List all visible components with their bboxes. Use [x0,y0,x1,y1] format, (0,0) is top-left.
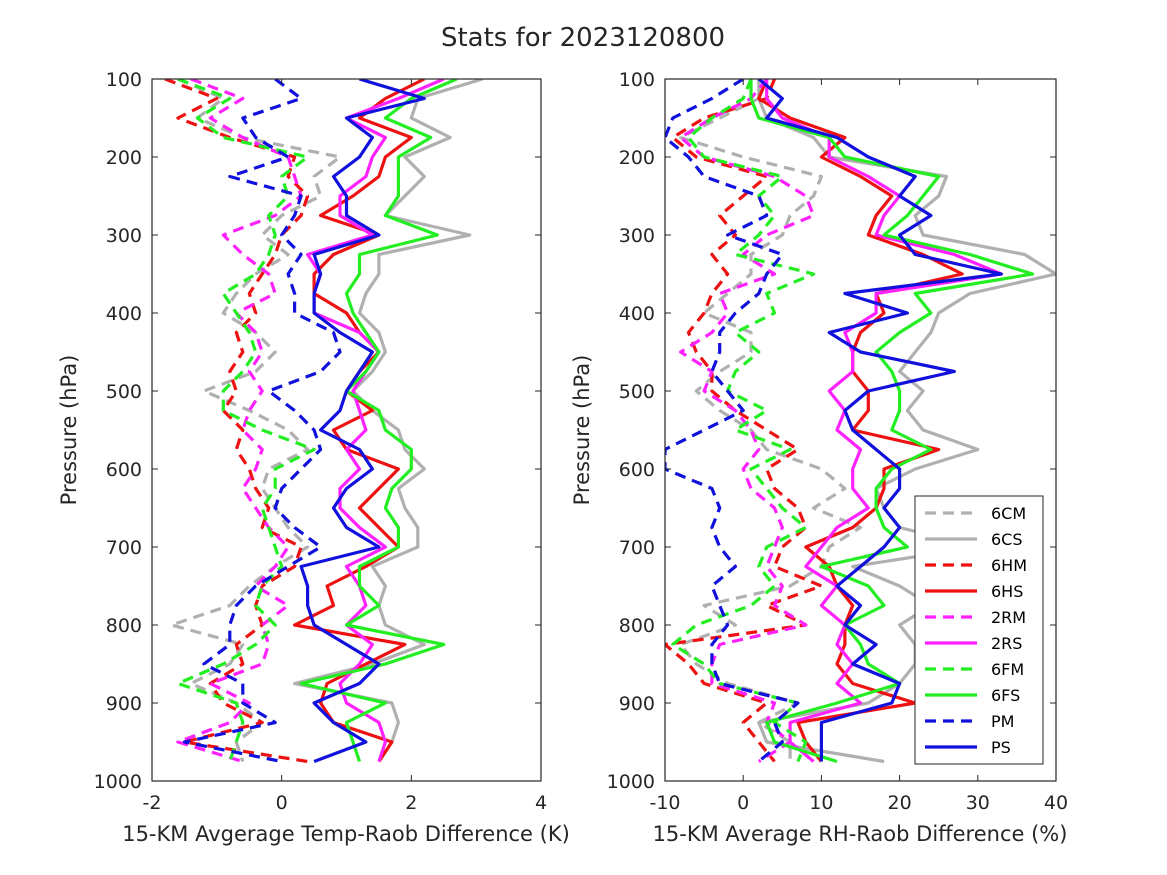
rh-series-6cm [678,79,863,762]
legend-label-ps: PS [991,738,1011,757]
temp-x-tick-label: 0 [276,792,288,814]
rh-series-6hs [757,79,964,763]
legend-label-6cs: 6CS [991,530,1023,549]
temp-series-6fs [299,79,458,763]
temp-y-axis-label: Pressure (hPa) [57,355,81,506]
temp-x-tick-label: 4 [535,792,547,814]
rh-x-tick-label: 0 [737,792,749,814]
rh-axis-ticks: -10 0 10 20 30 40 100 200 300 400 500 600 700 800 900 1… [607,69,1068,814]
legend-label-pm: PM [991,712,1014,731]
temp-axis-ticks: -2 0 2 4 100 200 300 400 500 600 700 800 900 1000 [94,69,547,814]
legend: 6CM 6CS 6HM 6HS 2RM 2RS 6FM 6FS PM PS [914,495,1044,765]
rh-x-tick-label: 10 [809,792,833,814]
temp-y-tick-label: 500 [106,381,142,403]
legend-label-6hs: 6HS [991,582,1023,601]
rh-y-tick-label: 900 [619,693,655,715]
rh-x-tick-label: -10 [649,792,680,814]
rh-x-axis-label: 15-KM Average RH-Raob Difference (%) [653,822,1068,846]
temp-series-6cm [169,79,342,763]
rh-y-tick-label: 600 [619,459,655,481]
temp-plot-frame [151,78,542,782]
rh-x-tick-label: 40 [1044,792,1068,814]
rh-y-tick-label: 1000 [607,771,655,793]
temp-series-2rm [176,79,303,764]
temp-series-6hs [293,79,426,763]
temp-series-6hm [164,79,310,764]
temp-x-axis-label: 15-KM Avgerage Temp-Raob Difference (K) [122,822,570,846]
rh-difference-panel: -10 0 10 20 30 40 100 200 300 400 500 600 700 800 900 1… [570,69,1068,846]
temp-y-tick-label: 200 [106,147,142,169]
temp-x-tick-label: -2 [143,792,162,814]
temp-y-tick-label: 800 [106,615,142,637]
legend-label-6fs: 6FS [991,686,1020,705]
rh-x-tick-label: 30 [966,792,990,814]
rh-series-6fm [671,79,816,763]
temp-difference-panel: -2 0 2 4 100 200 300 400 500 600 700 800 900 1000 15-… [57,69,570,846]
rh-series-pm [665,79,800,763]
temp-x-tick-label: 2 [405,792,417,814]
legend-label-2rs: 2RS [991,634,1022,653]
rh-series-2rm [678,79,816,763]
rh-y-tick-label: 400 [619,303,655,325]
figure-title: Stats for 2023120800 [441,23,725,53]
rh-y-tick-label: 300 [619,225,655,247]
temp-y-tick-label: 1000 [94,771,142,793]
rh-series-2rs [765,79,1003,763]
rh-y-tick-label: 700 [619,537,655,559]
rh-series-ps [757,79,1003,762]
temp-plot-lines [164,79,484,764]
legend-label-2rm: 2RM [991,608,1026,627]
legend-label-6fm: 6FM [991,660,1024,679]
temp-y-tick-label: 400 [106,303,142,325]
temp-y-tick-label: 300 [106,225,142,247]
rh-y-tick-label: 100 [619,69,655,91]
legend-label-6cm: 6CM [991,504,1026,523]
temp-y-tick-label: 900 [106,693,142,715]
legend-box [914,495,1044,765]
temp-y-tick-label: 600 [106,459,142,481]
temp-y-tick-label: 700 [106,537,142,559]
temp-series-pm [182,79,342,764]
rh-series-6fs [749,79,1035,764]
rh-y-axis-label: Pressure (hPa) [570,355,594,506]
rh-x-tick-label: 20 [888,792,912,814]
rh-plot-frame [664,78,1057,782]
rh-y-tick-label: 800 [619,615,655,637]
temp-series-ps [299,79,426,763]
rh-y-tick-label: 500 [619,381,655,403]
temp-y-tick-label: 100 [106,69,142,91]
temp-series-6cs [293,79,484,763]
rh-y-tick-label: 200 [619,147,655,169]
legend-label-6hm: 6HM [991,556,1027,575]
